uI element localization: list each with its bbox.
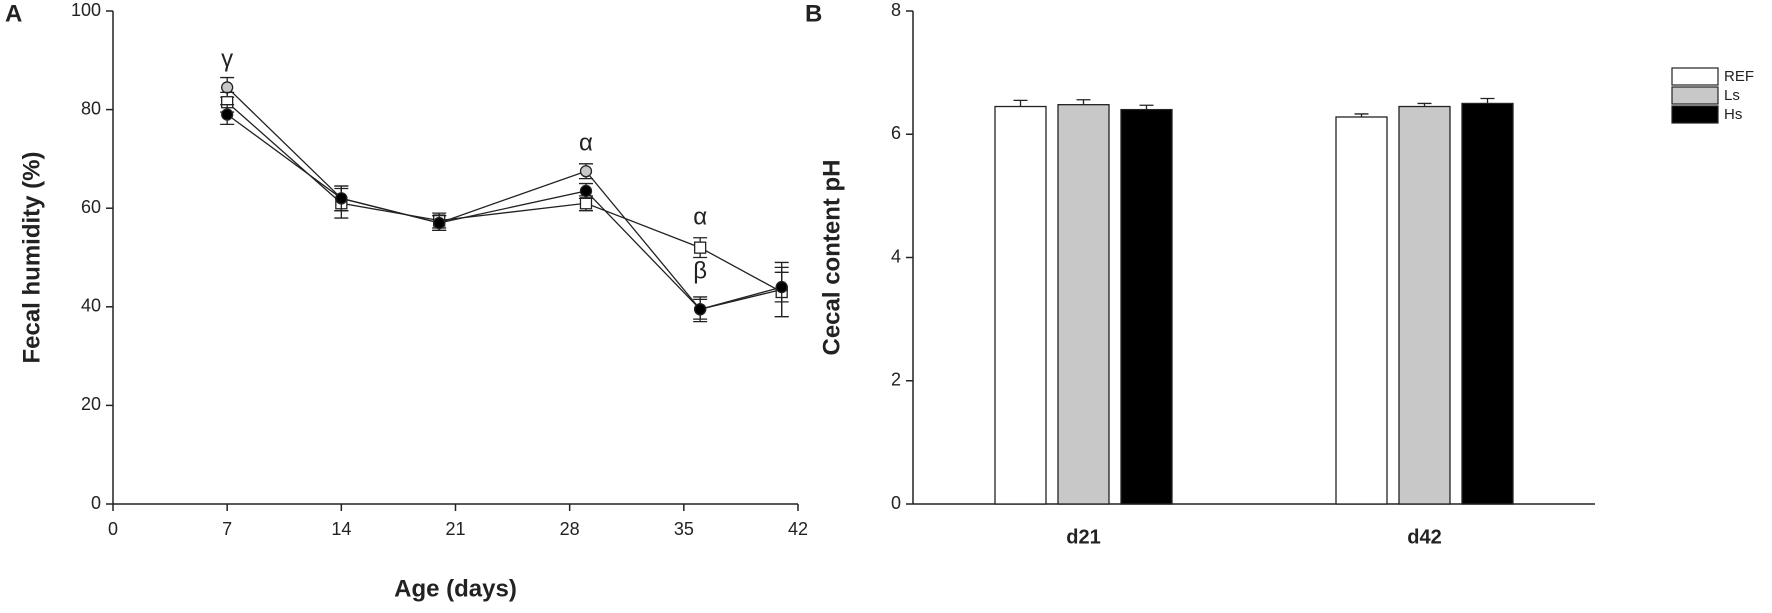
y-tick-label: 100: [71, 0, 101, 20]
x-tick-label: 28: [560, 519, 580, 539]
y-tick-label: 4: [891, 246, 901, 266]
marker: [693, 241, 707, 254]
marker: [221, 81, 234, 94]
series-line: [226, 114, 782, 310]
x-tick-label: 7: [222, 519, 232, 539]
marker: [433, 216, 446, 230]
x-tick-label: 21: [445, 519, 465, 539]
y-tick-label: 8: [891, 0, 901, 20]
legend-label: REF: [1724, 68, 1754, 85]
marker: [579, 197, 593, 210]
annotation: γ: [221, 46, 233, 73]
y-tick-label: 20: [81, 394, 101, 414]
bar: [994, 105, 1047, 505]
marker: [579, 184, 593, 198]
bar: [1335, 116, 1388, 505]
x-tick-label: 35: [674, 519, 694, 539]
x-tick-label: 14: [331, 519, 351, 539]
y-tick-label: 2: [891, 370, 901, 390]
x-tick-label: 42: [788, 519, 808, 539]
legend-swatch: [1671, 86, 1719, 105]
panel-label: A: [5, 0, 22, 27]
y-tick-label: 6: [891, 123, 901, 143]
marker: [221, 108, 234, 121]
bar: [1398, 105, 1451, 505]
series-line: [226, 101, 783, 293]
y-tick-label: 0: [91, 493, 101, 513]
annotation: α: [693, 203, 707, 230]
legend-label: Ls: [1724, 87, 1740, 104]
y-axis-label: Fecal humidity (%): [18, 151, 45, 363]
panel-label: B: [805, 0, 822, 27]
annotation: α: [579, 129, 593, 156]
marker: [335, 192, 348, 205]
annotation: β: [693, 258, 707, 285]
x-tick-label: d42: [1407, 526, 1441, 548]
bar: [1057, 104, 1110, 505]
legend-swatch: [1671, 67, 1719, 86]
legend-swatch: [1671, 105, 1719, 124]
x-tick-label: d21: [1066, 526, 1100, 548]
y-tick-label: 0: [891, 493, 901, 513]
marker: [775, 280, 788, 294]
y-tick-label: 40: [81, 296, 101, 316]
marker: [579, 165, 593, 178]
legend-label: Hs: [1724, 106, 1742, 123]
bar: [1120, 108, 1173, 505]
x-axis-label: Age (days): [394, 575, 517, 602]
x-tick-label: 0: [108, 519, 118, 539]
y-tick-label: 60: [81, 197, 101, 217]
bar: [1461, 102, 1514, 505]
marker: [693, 303, 707, 316]
y-tick-label: 80: [81, 98, 101, 118]
y-axis-label: Cecal content pH: [818, 159, 845, 355]
